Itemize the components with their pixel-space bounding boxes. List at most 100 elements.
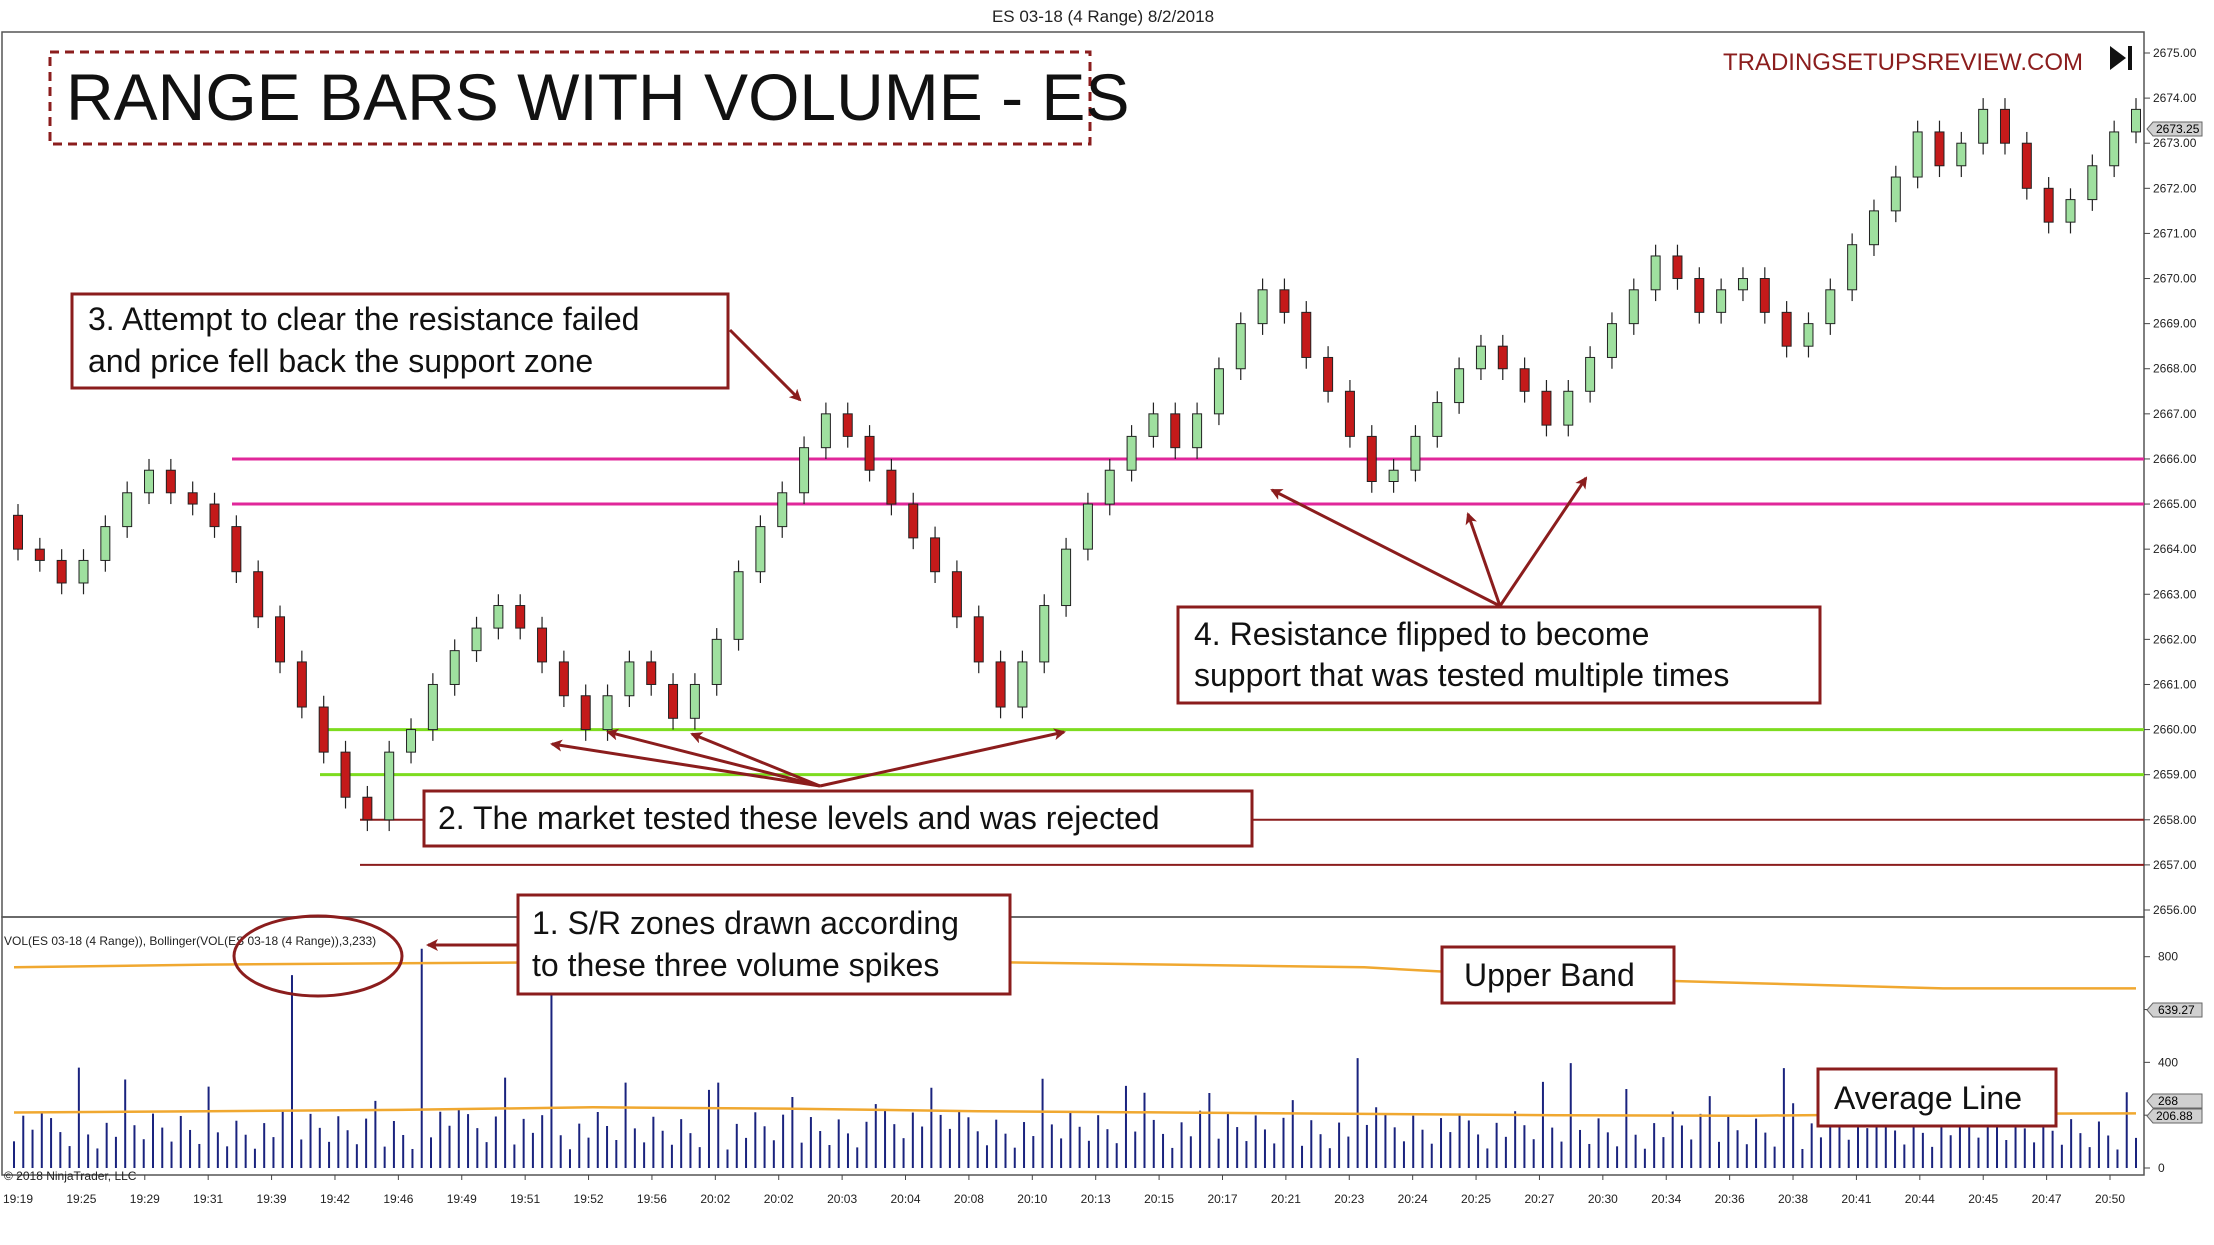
candle (1890, 165, 1901, 223)
candle (1279, 278, 1290, 324)
candle (1868, 199, 1879, 256)
candle (34, 537, 45, 572)
candles (13, 98, 2141, 832)
candle (1257, 278, 1268, 335)
time-tick-label: 19:29 (130, 1192, 160, 1206)
candle (471, 616, 482, 662)
candle (1344, 380, 1355, 448)
candle (973, 605, 984, 674)
copyright: © 2018 NinjaTrader, LLC (4, 1169, 137, 1183)
price-tick-label: 2669.00 (2153, 317, 2197, 331)
candle (646, 650, 657, 696)
svg-text:2673.25: 2673.25 (2156, 122, 2200, 136)
candle (515, 594, 526, 640)
candle (362, 785, 373, 832)
candle (1628, 278, 1639, 335)
candle (231, 515, 242, 583)
time-tick-label: 20:30 (1588, 1192, 1618, 1206)
candle (187, 481, 198, 516)
upper-band-tag: 639.27 (2146, 1002, 2203, 1018)
time-tick-label: 19:49 (447, 1192, 477, 1206)
candle (624, 650, 635, 708)
candle (1759, 267, 1770, 324)
skip-to-end-icon[interactable] (2110, 46, 2132, 70)
price-tick-label: 2665.00 (2153, 497, 2197, 511)
time-tick-label: 19:31 (193, 1192, 223, 1206)
candle (2021, 131, 2032, 200)
candle (1235, 312, 1246, 381)
candle (886, 458, 897, 516)
candle (558, 650, 569, 708)
average-tag-2: 206.88 (2146, 1108, 2203, 1124)
candle (1519, 357, 1530, 403)
time-tick-label: 19:42 (320, 1192, 350, 1206)
svg-text:639.27: 639.27 (2158, 1003, 2195, 1017)
svg-text:2. The market tested these lev: 2. The market tested these levels and wa… (438, 800, 1160, 836)
price-tick-label: 2668.00 (2153, 362, 2197, 376)
annotation-3: 3. Attempt to clear the resistance faile… (70, 292, 802, 402)
candle (2109, 120, 2120, 178)
candle (1999, 98, 2010, 155)
time-tick-label: 20:13 (1081, 1192, 1111, 1206)
candle (1039, 594, 1050, 674)
candle (1475, 334, 1486, 381)
candle (2043, 177, 2054, 234)
price-tick-label: 2674.00 (2153, 91, 2197, 105)
price-tick-label: 2673.00 (2153, 136, 2197, 150)
candle (1017, 650, 1028, 719)
time-tick-label: 19:46 (383, 1192, 413, 1206)
candle (1104, 458, 1115, 516)
candle (689, 673, 700, 730)
candle (1213, 357, 1224, 426)
volume-bands (13, 958, 2137, 1117)
price-panel-frame (1, 31, 2145, 918)
time-tick-label: 20:23 (1334, 1192, 1364, 1206)
svg-text:Average Line: Average Line (1834, 1080, 2022, 1116)
volume-tick-label: 400 (2158, 1055, 2178, 1069)
price-tick-label: 2660.00 (2153, 723, 2197, 737)
candle (1148, 402, 1159, 448)
time-tick-label: 20:08 (954, 1192, 984, 1206)
chart-title: RANGE BARS WITH VOLUME - ES (66, 60, 1129, 134)
time-tick-label: 19:51 (510, 1192, 540, 1206)
volume-tick-label: 0 (2158, 1161, 2165, 1175)
candle (1366, 425, 1377, 493)
time-tick-label: 20:15 (1144, 1192, 1174, 1206)
candle (1934, 120, 1945, 178)
candle (165, 458, 176, 505)
candle (296, 650, 307, 719)
candle (122, 481, 133, 538)
candle (318, 695, 329, 764)
volume-tick-label: 800 (2158, 950, 2178, 964)
candle (275, 605, 286, 674)
time-tick-label: 20:17 (1207, 1192, 1237, 1206)
price-tick-label: 2657.00 (2153, 858, 2197, 872)
candle (1803, 312, 1814, 358)
candle (1410, 425, 1421, 482)
candle (1082, 492, 1093, 561)
candle (668, 673, 679, 730)
candle (1541, 380, 1552, 437)
time-tick-label: 20:02 (764, 1192, 794, 1206)
time-tick-label: 20:27 (1524, 1192, 1554, 1206)
time-tick-label: 19:19 (3, 1192, 33, 1206)
candle (1563, 380, 1574, 437)
time-tick-label: 19:39 (257, 1192, 287, 1206)
price-tick-label: 2661.00 (2153, 677, 2197, 691)
time-tick-label: 20:45 (1968, 1192, 1998, 1206)
annotation-4: 4. Resistance flipped to become support … (1176, 476, 1822, 705)
candle (580, 684, 591, 741)
annotation-2: 2. The market tested these levels and wa… (422, 728, 1254, 848)
candle (755, 515, 766, 583)
candle (777, 481, 788, 538)
average-line (13, 1106, 2137, 1117)
candle (427, 673, 438, 741)
time-tick-label: 20:38 (1778, 1192, 1808, 1206)
volume-bars (13, 948, 2137, 1168)
price-tick-label: 2666.00 (2153, 452, 2197, 466)
svg-text:3. Attempt to clear the resist: 3. Attempt to clear the resistance faile… (88, 301, 639, 337)
candle (2087, 154, 2098, 211)
candle (995, 650, 1006, 719)
price-tick-label: 2664.00 (2153, 542, 2197, 556)
volume-axis: 8006004002000 (2144, 950, 2178, 1175)
